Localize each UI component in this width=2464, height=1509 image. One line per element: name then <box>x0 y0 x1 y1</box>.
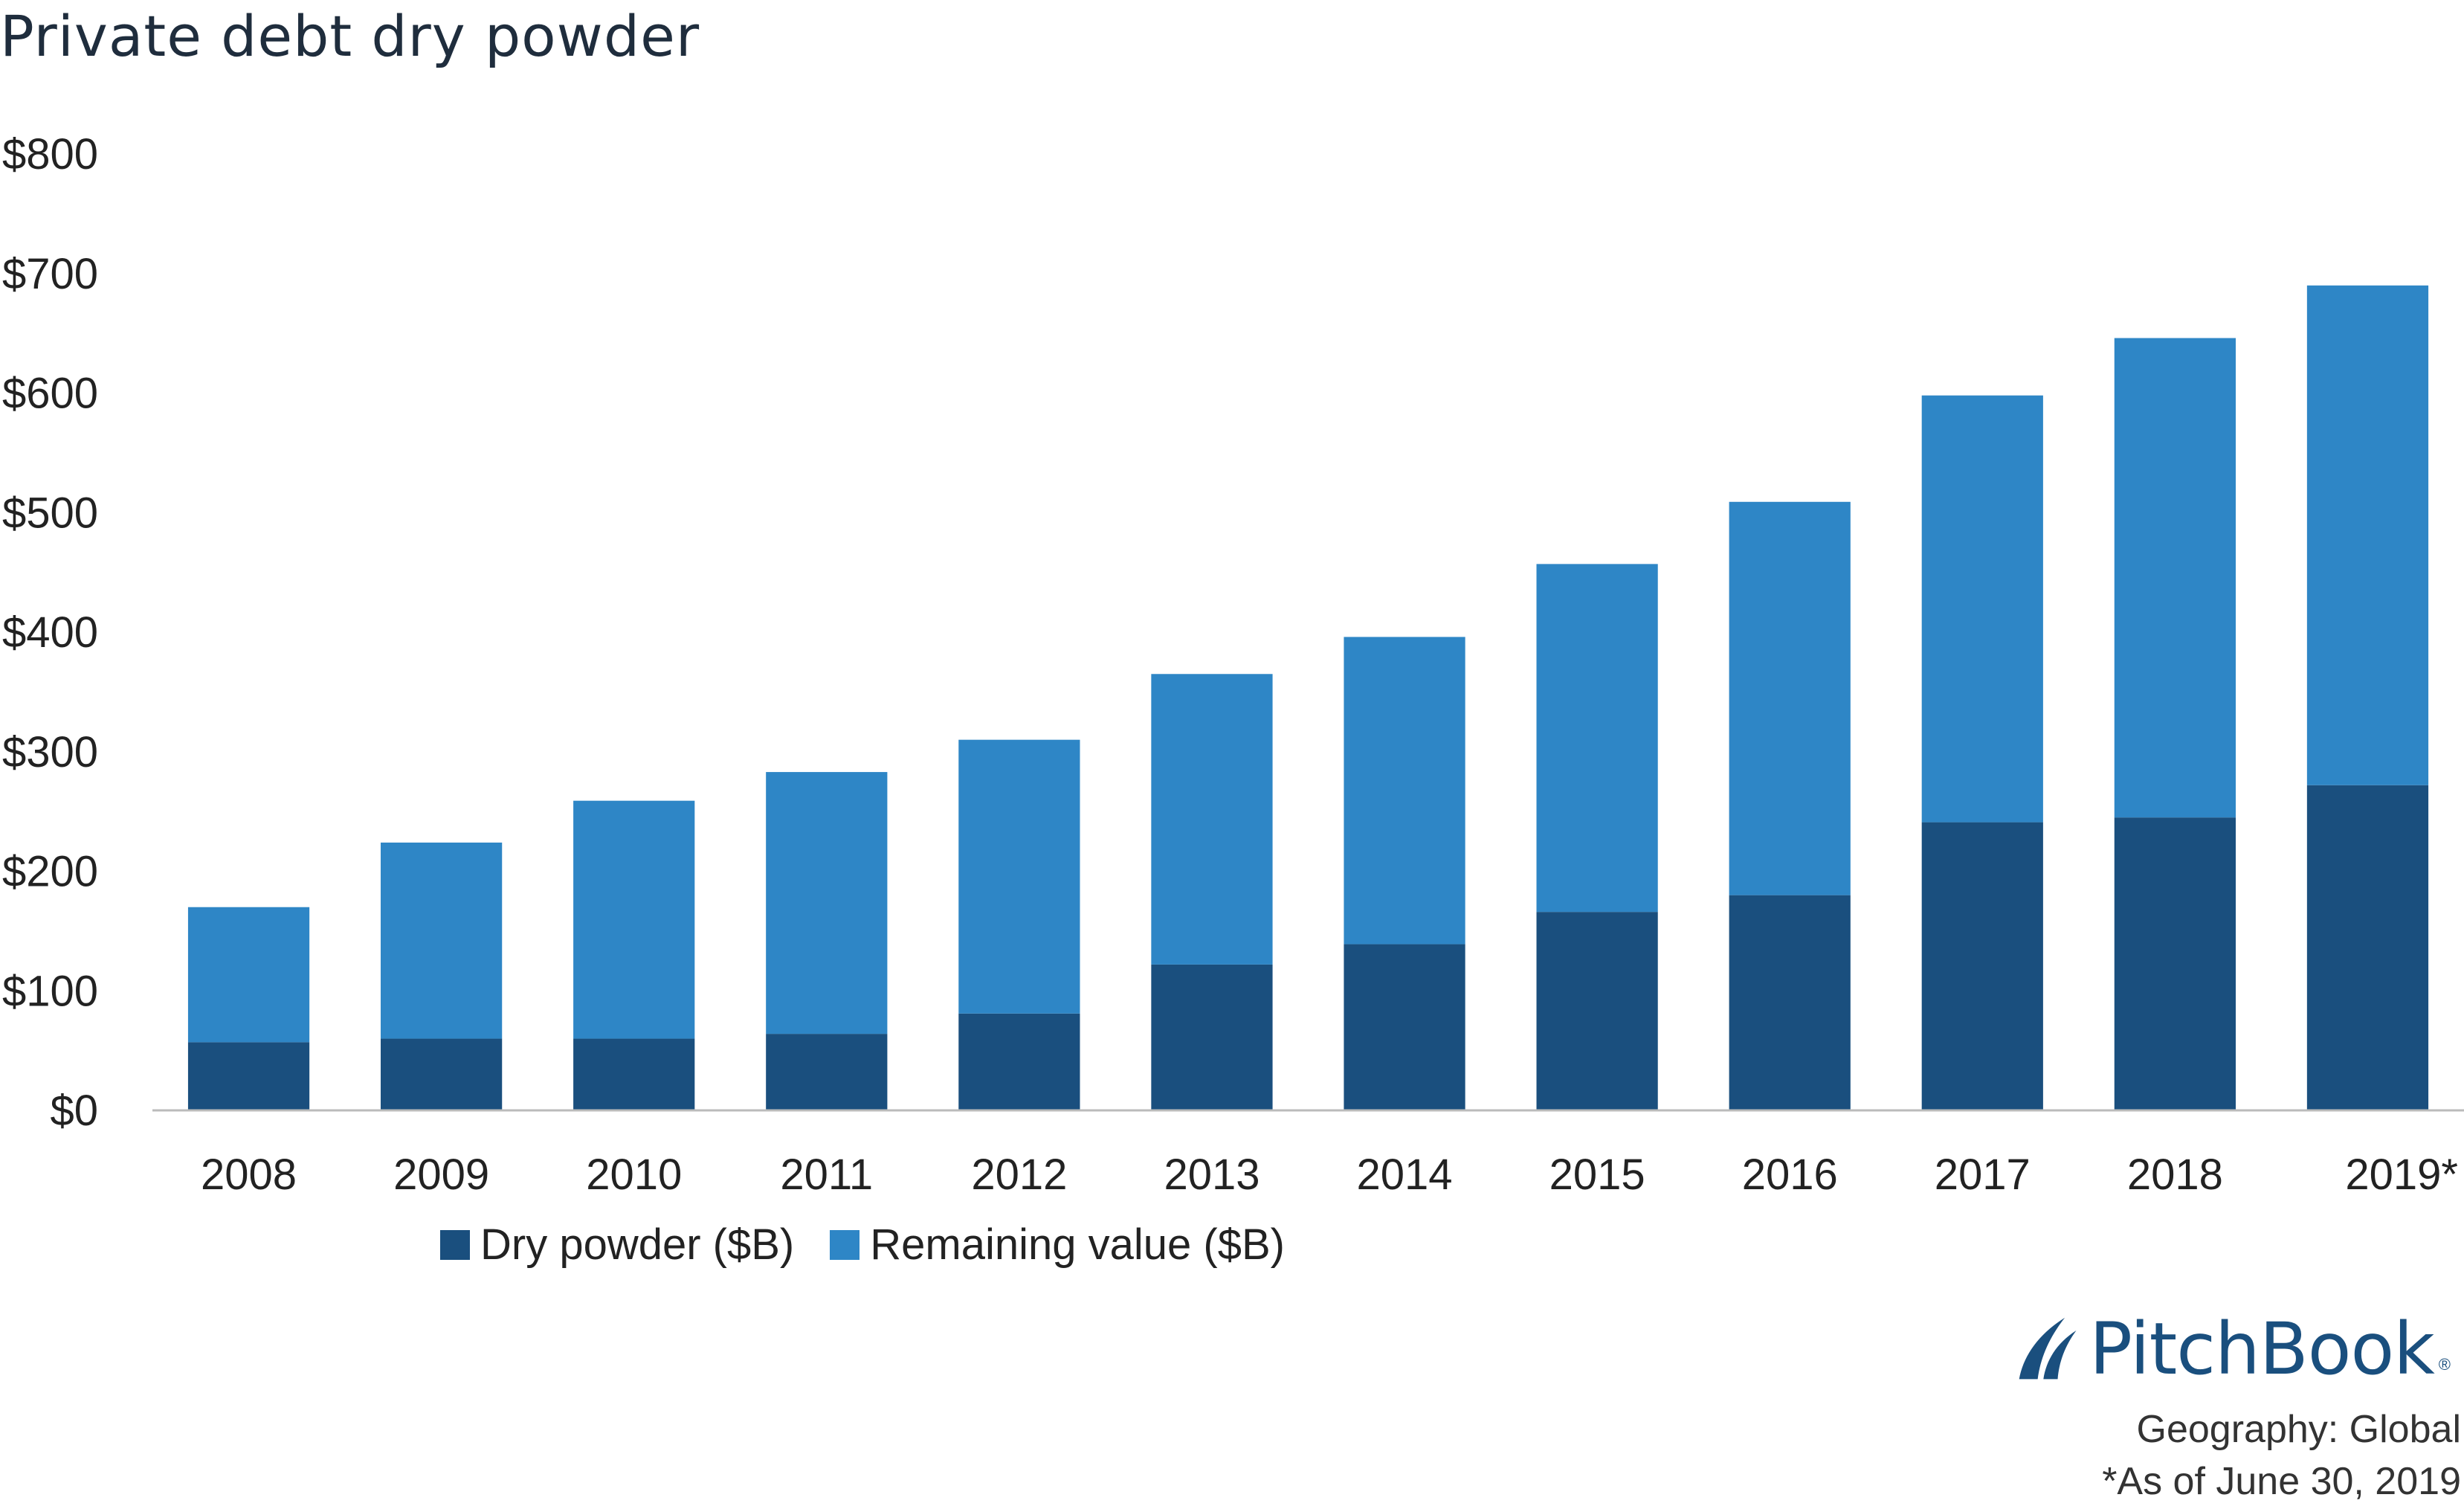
bar-remaining-value <box>958 739 1080 1014</box>
legend-label-remaining-value: Remaining value ($B) <box>870 1220 1285 1269</box>
x-tick-label: 2008 <box>201 1151 297 1199</box>
bar-dry-powder <box>2306 785 2429 1110</box>
x-tick-label: 2014 <box>1357 1151 1453 1199</box>
footnote-as-of: *As of June 30, 2019 <box>2102 1460 2461 1503</box>
y-tick-label: $400 <box>2 608 98 657</box>
bar-remaining-value <box>1921 395 2043 823</box>
y-tick-label: $0 <box>50 1087 98 1135</box>
x-tick-label: 2012 <box>971 1151 1067 1199</box>
x-tick-label: 2010 <box>586 1151 682 1199</box>
bar-dry-powder <box>1344 944 1465 1110</box>
y-tick-label: $500 <box>2 489 98 537</box>
bar-dry-powder <box>1151 964 1273 1110</box>
bar-dry-powder <box>766 1034 888 1110</box>
x-tick-label: 2009 <box>393 1151 489 1199</box>
bar-dry-powder <box>1536 912 1658 1110</box>
y-tick-label: $800 <box>2 130 98 178</box>
y-tick-label: $300 <box>2 728 98 776</box>
bar-dry-powder <box>2114 817 2236 1110</box>
x-tick-label: 2016 <box>1742 1151 1838 1199</box>
bar-remaining-value <box>1729 501 1851 895</box>
bar-remaining-value <box>187 907 310 1043</box>
bar-remaining-value <box>2114 338 2236 818</box>
x-tick-label: 2019* <box>2345 1151 2458 1199</box>
pitchbook-logo: PitchBook ® <box>2013 1307 2451 1391</box>
x-tick-label: 2013 <box>1164 1151 1260 1199</box>
y-tick-label: $600 <box>2 370 98 418</box>
legend-swatch-remaining-value <box>830 1229 860 1260</box>
bar-remaining-value <box>2306 285 2429 785</box>
legend-swatch-dry-powder <box>440 1229 471 1260</box>
logo-registered-mark: ® <box>2438 1355 2451 1374</box>
logo-wordmark: PitchBook <box>2089 1307 2435 1391</box>
bar-remaining-value <box>1536 564 1658 913</box>
x-axis-ticks: 2008 2009 2010 2011 2012 2013 2014 2015 2016 2017… <box>201 1151 2458 1199</box>
bar-dry-powder <box>958 1013 1080 1110</box>
y-tick-label: $700 <box>2 250 98 298</box>
legend: Dry powder ($B) Remaining value ($B) <box>0 1220 1725 1270</box>
y-tick-label: $200 <box>2 848 98 896</box>
bar-dry-powder <box>1921 822 2043 1110</box>
x-tick-label: 2011 <box>780 1151 873 1199</box>
legend-label-dry-powder: Dry powder ($B) <box>480 1220 795 1269</box>
bar-dry-powder <box>1729 895 1851 1110</box>
y-axis-ticks: $0 $100 $200 $300 $400 $500 $600 $700 $800 <box>2 130 98 1135</box>
bar-dry-powder <box>187 1042 310 1110</box>
legend-item-dry-powder: Dry powder ($B) <box>440 1220 794 1270</box>
bar-group <box>187 285 2429 1110</box>
stacked-bar-chart: $0$100$200$300$400$500$600$700$800 2008 2… <box>2 130 2464 1199</box>
bar-remaining-value <box>766 772 888 1035</box>
x-tick-label: 2017 <box>1935 1151 2031 1199</box>
chart-title: Private debt dry powder <box>0 3 700 69</box>
bar-remaining-value <box>1151 674 1273 965</box>
bar-remaining-value <box>573 800 695 1039</box>
bar-remaining-value <box>1344 637 1465 945</box>
sail-logo-icon <box>2019 1317 2077 1380</box>
bar-remaining-value <box>381 842 503 1039</box>
y-tick-label: $100 <box>2 967 98 1015</box>
x-tick-label: 2015 <box>1549 1151 1645 1199</box>
x-tick-label: 2018 <box>2127 1151 2223 1199</box>
legend-item-remaining-value: Remaining value ($B) <box>830 1220 1285 1270</box>
bar-dry-powder <box>381 1038 503 1110</box>
bar-dry-powder <box>573 1038 695 1110</box>
footnote-geography: Geography: Global <box>2136 1408 2462 1451</box>
